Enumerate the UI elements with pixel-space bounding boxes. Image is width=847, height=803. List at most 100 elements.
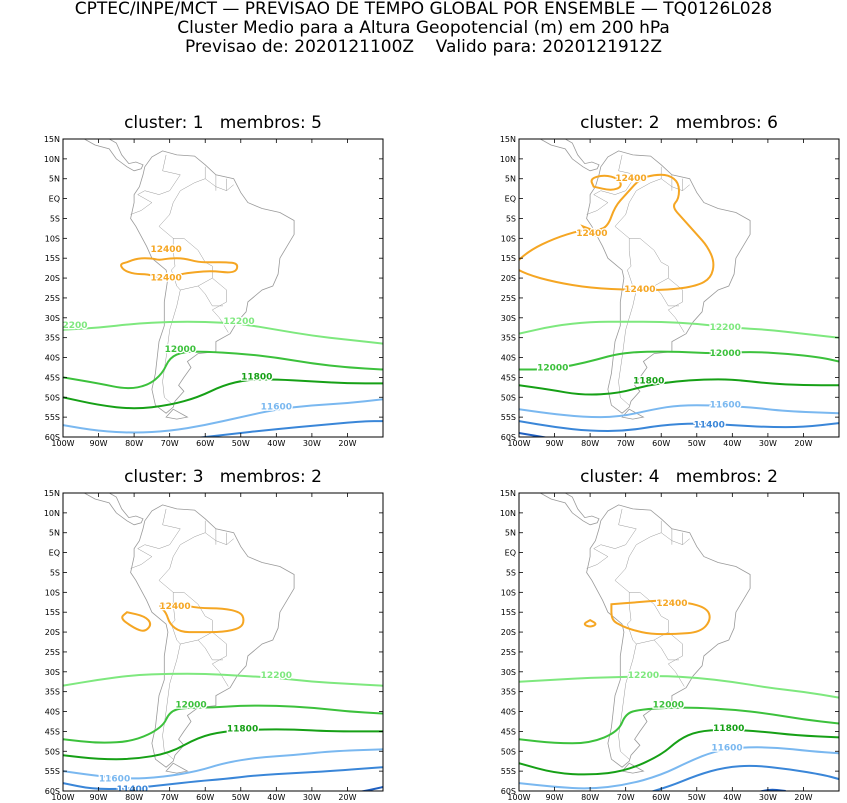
lat-label: 40S xyxy=(45,708,60,717)
lon-label: 90W xyxy=(90,793,108,802)
lat-label: 25S xyxy=(45,648,60,657)
lat-label: EQ xyxy=(49,195,60,204)
contour-12000 xyxy=(519,706,839,745)
contour-label-12200: 12200 xyxy=(56,321,87,331)
lat-label: 40S xyxy=(501,708,516,717)
contour-12200 xyxy=(519,675,839,699)
south-america-coastline xyxy=(586,150,751,414)
lon-label: 80W xyxy=(581,793,599,802)
country-border xyxy=(618,643,637,760)
lon-label: 70W xyxy=(161,439,179,448)
lat-label: 5S xyxy=(506,214,516,223)
country-border xyxy=(130,202,153,215)
lat-label: 60S xyxy=(45,787,60,796)
contour-11800 xyxy=(63,378,383,410)
lat-label: 30S xyxy=(501,314,516,323)
lat-label: 20S xyxy=(45,628,60,637)
lon-label: 90W xyxy=(546,793,564,802)
lat-label: 30S xyxy=(501,668,516,677)
country-border xyxy=(162,643,181,760)
lat-label: 40S xyxy=(501,354,516,363)
contour-label-12400: 12400 xyxy=(576,229,607,239)
contour-12200 xyxy=(63,320,383,345)
country-border xyxy=(653,639,679,661)
lat-label: 45S xyxy=(45,373,60,382)
panel-1-title: cluster: 1 membros: 5 xyxy=(124,113,322,133)
contour-label-11600: 11600 xyxy=(710,400,741,410)
contour-label-12000: 12000 xyxy=(537,363,568,373)
contour-11400 xyxy=(650,764,839,791)
contour-11600 xyxy=(63,748,383,780)
country-border xyxy=(627,592,669,645)
lat-label: 45S xyxy=(45,727,60,736)
contour-11400 xyxy=(63,766,383,791)
contour-label-12000: 12000 xyxy=(175,700,206,710)
map-frame xyxy=(62,492,384,792)
lat-label: 35S xyxy=(501,688,516,697)
lon-label: 100W xyxy=(51,793,74,802)
lat-label: 55S xyxy=(501,413,516,422)
map-panel-4-group: 12400 12200 12000 11800 11600 15N 10N 5N EQ 5S 10S… xyxy=(500,489,840,802)
contour-12400 xyxy=(121,611,152,632)
lon-label: 20W xyxy=(338,793,356,802)
contour-label-12200: 12200 xyxy=(261,671,292,681)
contour-11600 xyxy=(519,746,839,790)
contour-label-12400: 12400 xyxy=(615,174,646,184)
lon-label: 90W xyxy=(90,439,108,448)
lat-label: 5S xyxy=(50,568,60,577)
contour-11400 xyxy=(519,420,839,433)
country-border xyxy=(618,289,637,406)
lat-label: 10N xyxy=(500,509,516,518)
lon-label: 40W xyxy=(723,439,741,448)
lat-label: 15S xyxy=(501,254,516,263)
south-america-coastline xyxy=(130,504,295,768)
country-border xyxy=(130,556,153,569)
contour-label-12400: 12400 xyxy=(159,602,190,612)
lat-label: 10S xyxy=(45,588,60,597)
lat-label: 15S xyxy=(45,254,60,263)
contour-12000 xyxy=(63,704,383,744)
lat-label: 5S xyxy=(50,214,60,223)
lat-label: 50S xyxy=(45,393,60,402)
country-border xyxy=(614,532,690,593)
lat-label: 20S xyxy=(45,274,60,283)
lat-label: 25S xyxy=(501,648,516,657)
contour-label-12200: 12200 xyxy=(223,317,254,327)
lon-label: 60W xyxy=(652,439,670,448)
country-border xyxy=(197,639,223,661)
panel-2-title: cluster: 2 membros: 6 xyxy=(580,113,778,133)
lat-label: 25S xyxy=(501,294,516,303)
panel-4-title: cluster: 4 membros: 2 xyxy=(580,467,778,487)
map-area: 12400 12400 12200 12200 12000 11800 11600 xyxy=(56,139,383,437)
lat-label: 15N xyxy=(500,135,516,144)
lon-label: 20W xyxy=(794,439,812,448)
contour-label-11800: 11800 xyxy=(241,373,272,383)
lat-label: 15N xyxy=(500,489,516,498)
panel-3-title: cluster: 3 membros: 2 xyxy=(124,467,322,487)
lon-label: 70W xyxy=(617,793,635,802)
country-border xyxy=(614,178,690,239)
lat-label: 10S xyxy=(501,588,516,597)
contour-12400 xyxy=(610,599,711,636)
map-frame xyxy=(62,138,384,438)
lon-label: 20W xyxy=(794,793,812,802)
country-border xyxy=(586,202,609,215)
contour-label-12400: 12400 xyxy=(150,273,181,283)
contour-label-12000: 12000 xyxy=(653,700,684,710)
contour-11600 xyxy=(519,404,839,419)
lat-label: 5S xyxy=(506,568,516,577)
contour-label-12000: 12000 xyxy=(165,345,196,355)
lon-label: 60W xyxy=(652,793,670,802)
contour-label-11800: 11800 xyxy=(227,725,258,735)
country-border xyxy=(197,285,223,307)
lon-label: 50W xyxy=(232,793,250,802)
contour-12400 xyxy=(590,174,622,191)
lon-label: 100W xyxy=(51,439,74,448)
lon-label: 30W xyxy=(759,439,777,448)
central-america-coastline xyxy=(63,493,144,526)
lon-label: 80W xyxy=(581,439,599,448)
lon-label: 90W xyxy=(546,439,564,448)
lat-label: 5N xyxy=(505,175,516,184)
lon-label: 70W xyxy=(161,793,179,802)
